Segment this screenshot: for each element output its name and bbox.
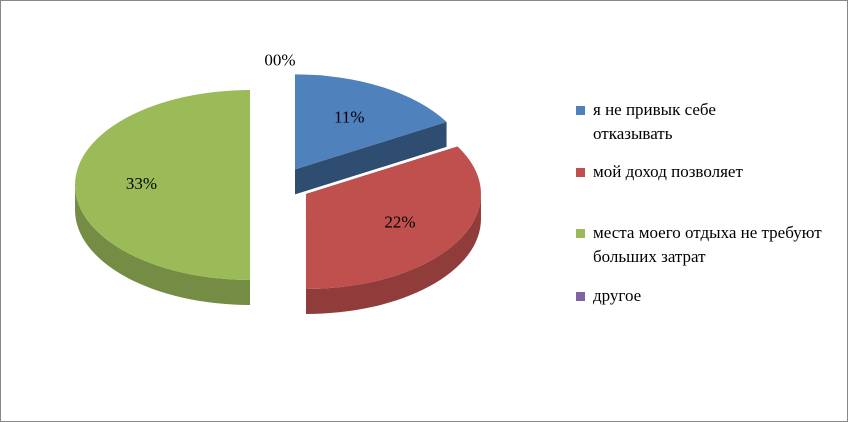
legend-label: мой доход позволяет: [593, 162, 743, 181]
slice-side-wall: [75, 185, 250, 305]
slice-top: [305, 146, 481, 289]
slice-side-wall: [305, 194, 481, 314]
data-label: 22%: [384, 212, 415, 231]
slice-top: [295, 74, 447, 170]
slice-cut-face: [295, 121, 447, 195]
legend-label: другое: [593, 286, 642, 305]
data-label: 11%: [334, 107, 365, 126]
pie-slice: [305, 146, 481, 314]
legend-swatch: [576, 168, 585, 177]
legend-item: я не привык себе отказывать: [576, 98, 756, 146]
legend-label: места моего отдыха не требуют больших за…: [593, 223, 822, 266]
legend-swatch: [576, 292, 585, 301]
legend-item: другое: [576, 284, 816, 308]
legend-item: мой доход позволяет: [576, 160, 816, 184]
legend-item: места моего отдыха не требуют больших за…: [576, 221, 826, 269]
data-label: 33%: [126, 174, 157, 193]
pie-slice: [295, 74, 447, 195]
legend-swatch: [576, 229, 585, 238]
legend-swatch: [576, 106, 585, 115]
data-label: 00%: [264, 50, 295, 69]
slice-top: [75, 90, 250, 280]
legend-label: я не привык себе отказывать: [593, 100, 716, 143]
pie-slice: [75, 90, 250, 305]
